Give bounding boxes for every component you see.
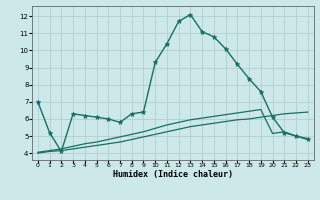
X-axis label: Humidex (Indice chaleur): Humidex (Indice chaleur) [113,170,233,179]
